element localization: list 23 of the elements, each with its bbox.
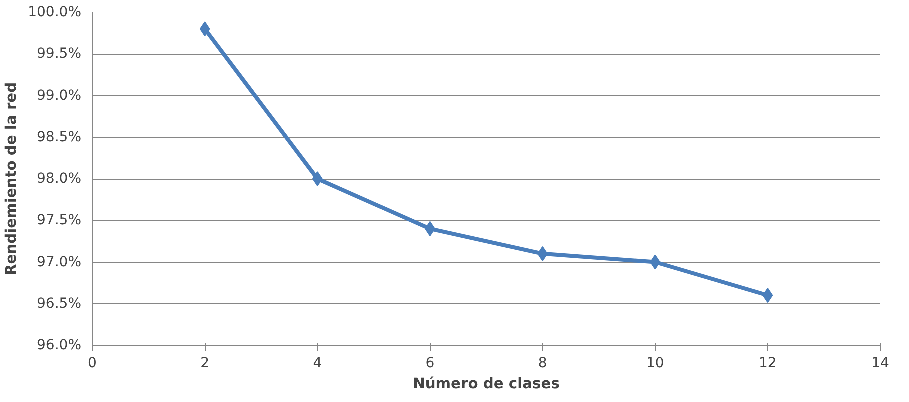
y-tick-label: 96.0% <box>37 338 82 354</box>
y-tick-label: 98.0% <box>37 171 82 187</box>
x-tick-label: 4 <box>313 356 322 372</box>
x-tick-label: 6 <box>426 356 435 372</box>
point <box>762 288 774 304</box>
x-tick-label: 14 <box>872 356 890 372</box>
point <box>312 172 323 186</box>
y-tick-label: 99.5% <box>37 46 82 62</box>
point <box>200 22 210 37</box>
x-axis-title: Número de clases <box>413 376 560 392</box>
x-tick-label: 2 <box>200 356 210 372</box>
x-tick-label: 12 <box>759 356 777 372</box>
y-tick-label: 98.5% <box>37 129 82 146</box>
y-tick-label: 99.0% <box>37 88 82 104</box>
x-tick-label: 8 <box>538 356 548 372</box>
x-tick-label: 0 <box>88 356 97 372</box>
y-tick-label: 100.0% <box>28 4 82 20</box>
y-tick-label: 96.5% <box>37 296 82 312</box>
y-tick-label: 97.5% <box>37 212 82 229</box>
point <box>650 254 661 270</box>
y-tick-label: 97.0% <box>37 254 82 270</box>
x-tick-label: 10 <box>646 356 664 372</box>
y-axis-title: Rendiemiento de la red <box>3 82 20 276</box>
